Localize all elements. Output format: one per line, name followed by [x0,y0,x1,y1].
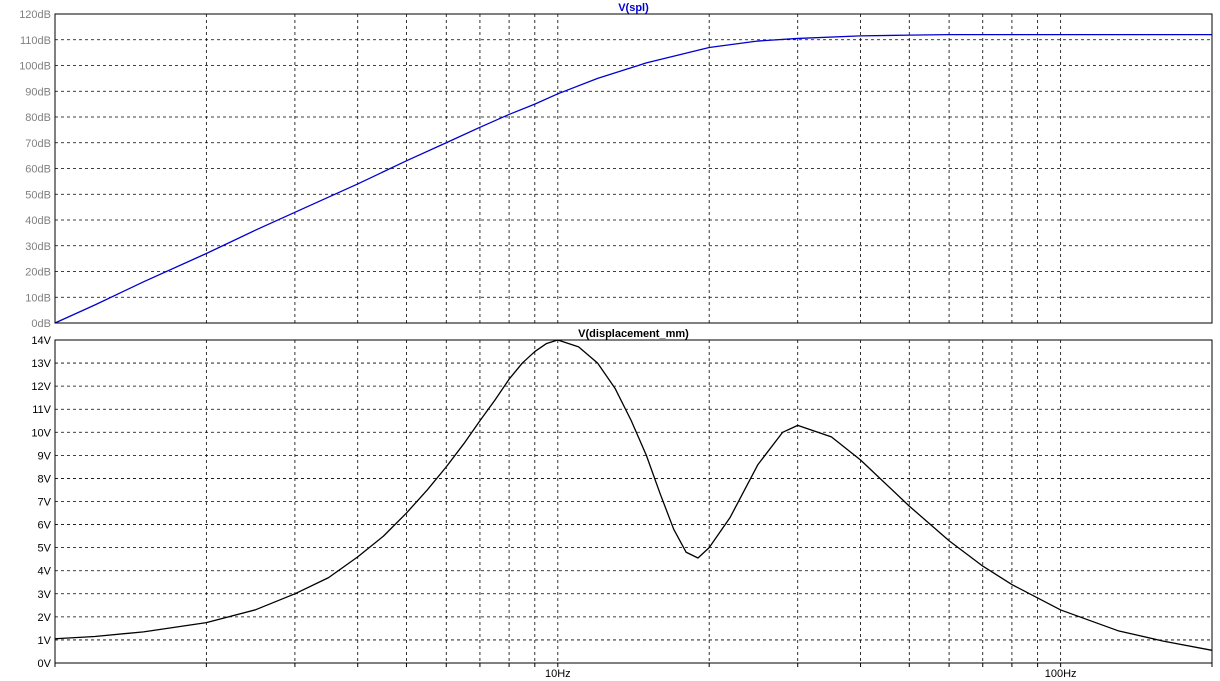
y-tick-label: 20dB [25,267,51,279]
y-tick-label: 100dB [19,61,51,73]
y-tick-label: 10V [31,427,51,439]
x-tick-label: 100Hz [1045,668,1077,680]
y-tick-label: 50dB [25,189,51,201]
y-tick-label: 70dB [25,138,51,150]
chart-canvas: V(spl) 0dB 10dB 20dB 30dB 40dB 50dB 60dB 70dB 80d… [0,0,1220,681]
y-tick-label: 60dB [25,164,51,176]
y-tick-label: 110dB [20,35,51,47]
y-tick-label: 90dB [25,86,51,98]
y-tick-label: 80dB [25,112,51,124]
y-tick-label: 9V [38,450,52,462]
plot-svg: V(spl) 0dB 10dB 20dB 30dB 40dB 50dB 60dB 70dB 80d… [0,0,1220,681]
y-tick-label: 1V [38,635,52,647]
y-tick-label: 10dB [25,292,51,304]
y-tick-label: 5V [38,543,52,555]
y-tick-label: 2V [38,612,52,624]
y-tick-label: 40dB [25,215,51,227]
y-tick-label: 3V [38,589,52,601]
y-tick-label: 8V [38,473,52,485]
y-tick-label: 7V [38,497,52,509]
bottom-chart-title: V(displacement_mm) [578,328,689,340]
y-tick-label: 0V [38,658,52,670]
top-chart-title: V(spl) [618,2,649,14]
y-tick-label: 120dB [19,9,51,21]
x-tick-label: 10Hz [545,668,571,680]
y-tick-label: 6V [38,520,52,532]
y-tick-label: 0dB [31,318,51,330]
y-tick-label: 13V [31,358,51,370]
y-tick-label: 4V [38,566,52,578]
y-tick-label: 11V [32,404,51,416]
y-tick-label: 30dB [25,241,51,253]
y-tick-label: 14V [31,335,51,347]
y-tick-label: 12V [31,381,51,393]
